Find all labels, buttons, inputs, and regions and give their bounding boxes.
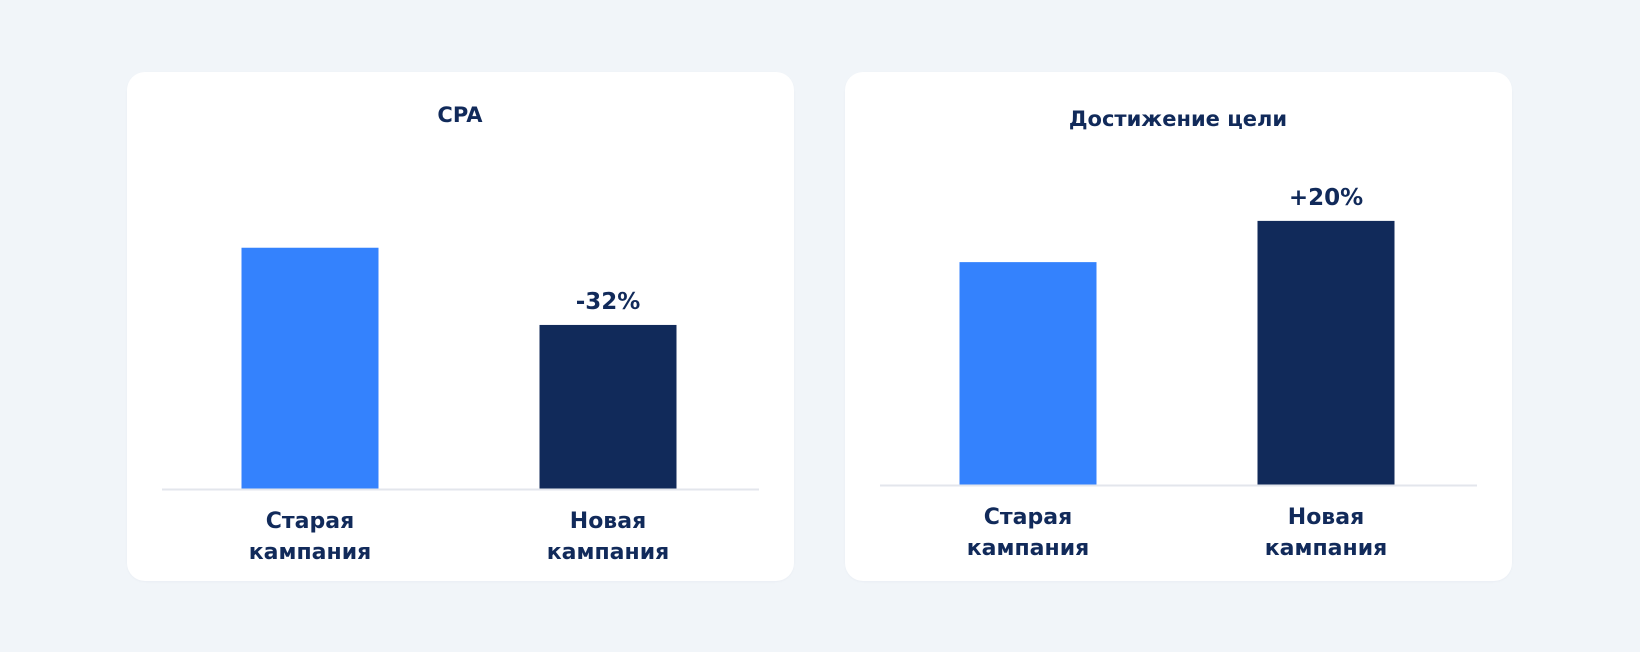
bar-new-campaign xyxy=(539,324,677,490)
chart-title: Достижение цели xyxy=(1069,107,1287,131)
category-label-line: Старая xyxy=(984,505,1072,530)
chart-title: CPA xyxy=(437,103,483,127)
category-label-line: Новая xyxy=(570,509,646,534)
category-label-line: Новая xyxy=(1288,505,1364,530)
goal-achievement-chart: Достижение цели Старая кампания +20% Новая к… xyxy=(880,107,1477,561)
bar-old-campaign xyxy=(241,247,379,490)
cpa-chart-card: CPA Старая кампания -32% Новая кампания xyxy=(127,72,794,581)
category-label: Старая кампания xyxy=(249,509,372,565)
data-label: +20% xyxy=(1289,185,1363,211)
data-label: -32% xyxy=(576,289,641,315)
category-label-line: кампания xyxy=(967,536,1090,561)
goal-achievement-chart-card: Достижение цели Старая кампания +20% Новая к… xyxy=(845,72,1512,581)
category-label-line: кампания xyxy=(547,540,670,565)
category-label-line: кампания xyxy=(249,540,372,565)
bar-new-campaign xyxy=(1257,220,1395,486)
cpa-chart: CPA Старая кампания -32% Новая кампания xyxy=(162,103,759,565)
category-label-line: Старая xyxy=(266,509,354,534)
category-label-line: кампания xyxy=(1265,536,1388,561)
category-label: Новая кампания xyxy=(1265,505,1388,561)
bar-old-campaign xyxy=(959,262,1097,486)
category-label: Новая кампания xyxy=(547,509,670,565)
category-label: Старая кампания xyxy=(967,505,1090,561)
